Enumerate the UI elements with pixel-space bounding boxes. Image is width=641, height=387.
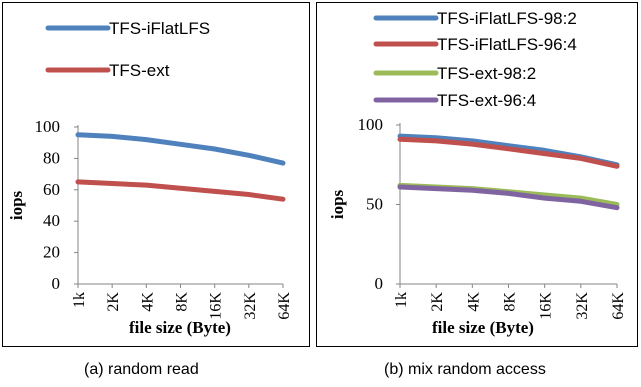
chart-b-x-tick-label: 64K bbox=[610, 292, 627, 320]
chart-a-legend-label-2: TFS-ext bbox=[109, 61, 170, 80]
chart-b-x-axis-title: file size (Byte) bbox=[432, 318, 534, 337]
caption-b: (b) mix random access bbox=[384, 361, 546, 378]
chart-a-x-tick-label: 4K bbox=[139, 292, 156, 312]
chart-a-y-tick-label: 0 bbox=[52, 274, 61, 293]
chart-b-legend-label-4: TFS-ext-96:4 bbox=[437, 91, 536, 110]
chart-a-x-tick-label: 16K bbox=[208, 292, 225, 320]
caption-a: (a) random read bbox=[84, 361, 199, 378]
chart-b-series-line-2 bbox=[397, 136, 620, 169]
chart-a-x-tick-label: 64K bbox=[276, 292, 293, 320]
chart-b-series-line-4 bbox=[397, 184, 620, 211]
chart-a-x-tick-label: 1k bbox=[71, 292, 88, 308]
chart-b-x-tick-label: 4K bbox=[465, 292, 482, 312]
chart-a-series-line-1 bbox=[75, 132, 286, 166]
chart-a-legend-label-1: TFS-iFlatLFS bbox=[109, 19, 210, 38]
chart-b-x-tick-label: 32K bbox=[574, 292, 591, 320]
chart-a-x-axis-title: file size (Byte) bbox=[129, 318, 231, 337]
chart-b-x-tick-label: 16K bbox=[538, 292, 555, 320]
panel-b-border bbox=[316, 2, 638, 347]
chart-b-x-tick-label: 8K bbox=[502, 292, 519, 312]
chart-b-y-axis-title: iops bbox=[328, 189, 347, 219]
panel-a-border bbox=[2, 2, 310, 347]
chart-b-y-tick-label: 50 bbox=[366, 195, 383, 214]
chart-a-y-tick-label: 60 bbox=[43, 180, 60, 199]
chart-b-legend-label-1: TFS-iFlatLFS-98:2 bbox=[437, 9, 577, 28]
chart-a-y-tick-label: 40 bbox=[43, 211, 60, 230]
chart-a-y-tick-label: 20 bbox=[43, 243, 60, 262]
chart-a-y-axis-title: iops bbox=[7, 190, 26, 220]
chart-b-x-tick-label: 2K bbox=[429, 292, 446, 312]
chart-a-x-tick-label: 8K bbox=[174, 292, 191, 312]
chart-a-series-line-2 bbox=[75, 179, 286, 202]
chart-a-x-tick-label: 32K bbox=[242, 292, 259, 320]
chart-b-legend-label-3: TFS-ext-98:2 bbox=[437, 64, 536, 83]
chart-a-y-tick-label: 100 bbox=[35, 117, 61, 136]
chart-a-y-tick-label: 80 bbox=[43, 148, 60, 167]
chart-a-x-tick-label: 2K bbox=[105, 292, 122, 312]
chart-b-x-tick-label: 1k bbox=[393, 292, 410, 308]
chart-b-y-tick-label: 100 bbox=[358, 115, 384, 134]
chart-b-y-tick-label: 0 bbox=[375, 274, 384, 293]
chart-b-legend-label-2: TFS-iFlatLFS-96:4 bbox=[437, 35, 577, 54]
